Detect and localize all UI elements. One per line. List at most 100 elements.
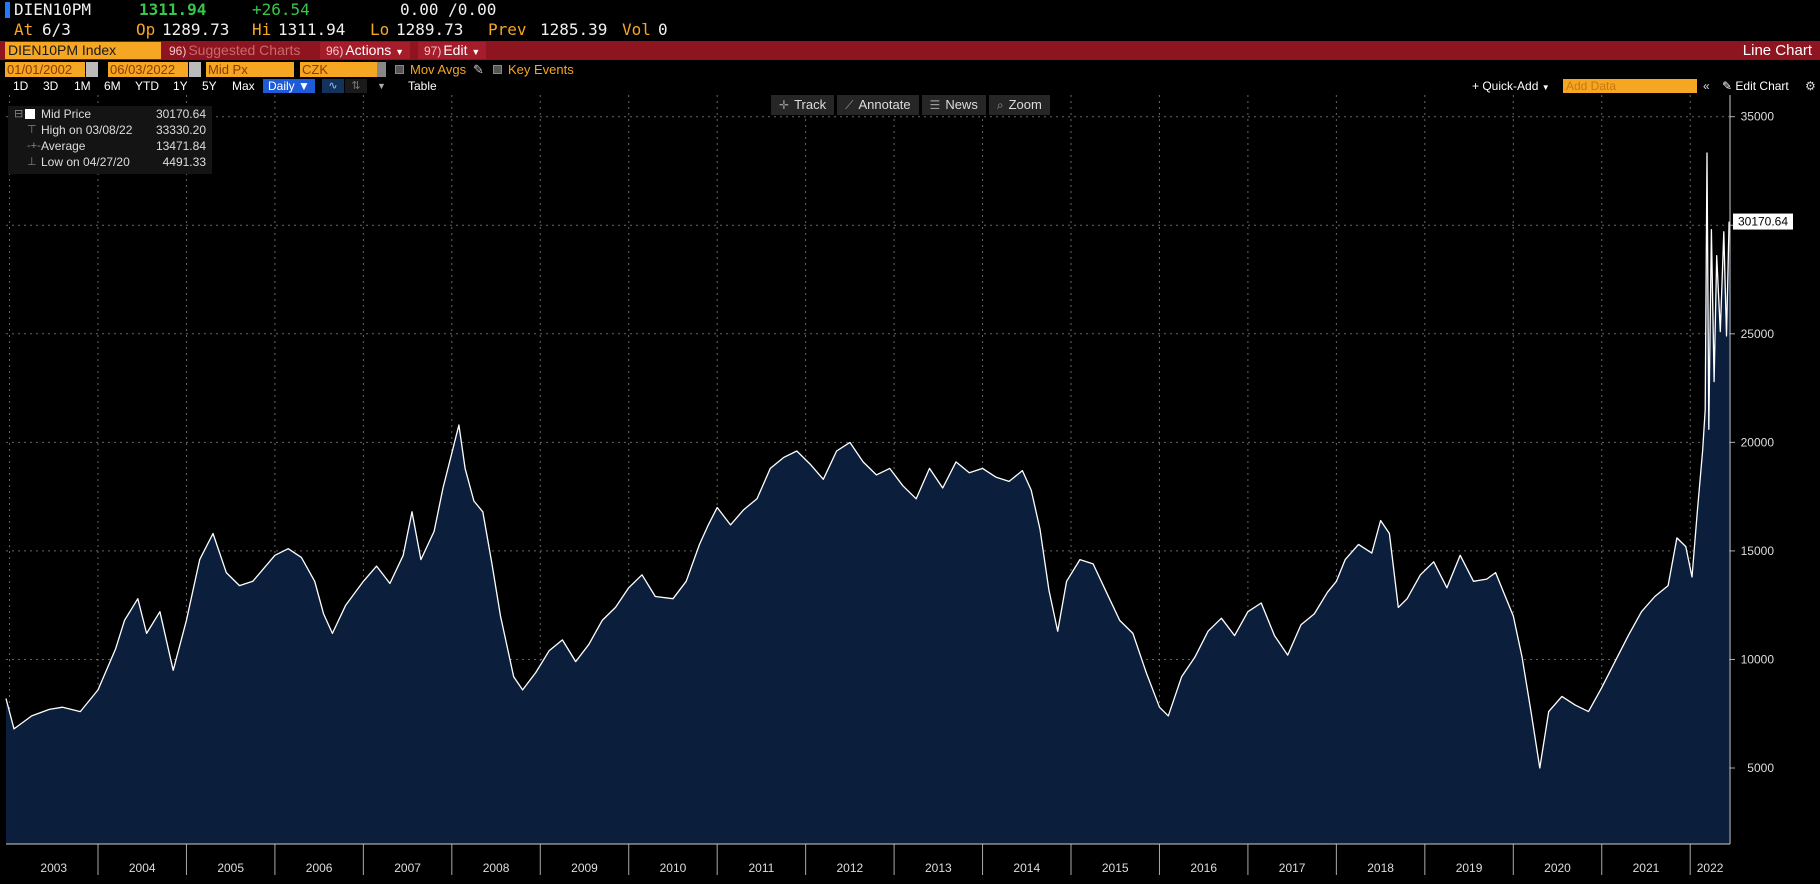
actions-number: 96) bbox=[326, 44, 344, 58]
quote-details: At 6/3 Op 1289.73 Hi 1311.94 Lo 1289.73 … bbox=[0, 20, 1820, 40]
range-ytd[interactable]: YTD bbox=[135, 79, 159, 93]
x-tick-label: 2010 bbox=[660, 861, 687, 875]
series-swatch bbox=[25, 109, 35, 119]
edit-label: Edit bbox=[443, 42, 468, 58]
y-tick-label: 25000 bbox=[1741, 327, 1775, 341]
pencil-icon[interactable]: ✎ bbox=[473, 62, 484, 77]
high-marker-icon: ⊤ bbox=[27, 124, 37, 136]
last-value-tag bbox=[1733, 213, 1793, 230]
range-3d[interactable]: 3D bbox=[43, 79, 59, 93]
legend-average-label: Average bbox=[41, 139, 86, 153]
quick-add-button[interactable]: + Quick-Add ▼ bbox=[1472, 78, 1550, 96]
actions-label: Actions bbox=[345, 42, 392, 58]
collapse-icon[interactable]: « bbox=[1703, 79, 1710, 93]
suggested-charts-number: 96) bbox=[169, 44, 187, 58]
x-tick-label: 2015 bbox=[1102, 861, 1129, 875]
more-dropdown-icon[interactable]: ▼ bbox=[377, 81, 386, 91]
price-area bbox=[5, 152, 1730, 844]
x-tick-label: 2016 bbox=[1190, 861, 1217, 875]
start-date-field[interactable]: 01/01/2002 bbox=[5, 62, 85, 77]
frequency-select[interactable]: Daily ▼ bbox=[263, 79, 315, 93]
open-value: 1289.73 bbox=[162, 20, 230, 39]
price-field-select[interactable]: Mid Px bbox=[206, 62, 294, 77]
legend-low-value: 4491.33 bbox=[162, 155, 206, 169]
edit-dropdown-icon: ▼ bbox=[471, 47, 481, 57]
y-tick-label: 10000 bbox=[1741, 652, 1775, 666]
range-5y[interactable]: 5Y bbox=[202, 79, 217, 93]
at-label: At bbox=[14, 20, 34, 39]
x-tick-label: 2020 bbox=[1544, 861, 1571, 875]
settings-gear-icon[interactable]: ⚙ bbox=[1805, 79, 1816, 93]
range-row: 1D 3D 1M 6M YTD 1Y 5Y Max Daily ▼ ∿ ⇅ ▼ … bbox=[0, 78, 1820, 94]
add-data-input[interactable]: Add Data bbox=[1563, 79, 1697, 93]
function-toolbar: DIEN10PM Index 96) Suggested Charts 96) Ac… bbox=[0, 41, 1820, 60]
mov-avgs-checkbox[interactable] bbox=[395, 65, 404, 74]
currency-dropdown-icon[interactable] bbox=[377, 62, 386, 77]
quick-add-dropdown-icon: ▼ bbox=[1541, 83, 1550, 92]
ticker-marker bbox=[5, 2, 10, 18]
legend-series-name: Mid Price bbox=[41, 107, 92, 121]
line-chart-icon[interactable]: ∿ bbox=[322, 79, 344, 93]
x-tick-label: 2003 bbox=[40, 861, 67, 875]
end-date-field[interactable]: 06/03/2022 bbox=[108, 62, 188, 77]
quote-header: DIEN10PM 1311.94 +26.54 0.00 /0.00 bbox=[0, 0, 1820, 20]
annotate-label: Annotate bbox=[858, 97, 911, 112]
quick-add-label: + Quick-Add bbox=[1472, 79, 1539, 93]
range-1m[interactable]: 1M bbox=[74, 79, 91, 93]
x-tick-label: 2006 bbox=[306, 861, 333, 875]
key-events-label[interactable]: Key Events bbox=[508, 62, 574, 77]
annotate-button[interactable]: ⟋ Annotate bbox=[837, 95, 919, 115]
key-events-checkbox[interactable] bbox=[493, 65, 502, 74]
end-calendar-icon[interactable] bbox=[189, 62, 201, 77]
prev-label: Prev bbox=[488, 20, 527, 39]
mov-avgs-label[interactable]: Mov Avgs bbox=[410, 62, 467, 77]
x-axis: 2003 2004 2005 2006 2007 2008 2009 2010 2011 2012… bbox=[6, 843, 1730, 875]
x-tick-label: 2014 bbox=[1013, 861, 1040, 875]
annotate-icon: ⟋ bbox=[845, 98, 854, 112]
chart-tools: ✛ Track ⟋ Annotate ☰ News ⌕ Zoom bbox=[771, 95, 1050, 115]
last-value-label: 30170.64 bbox=[1738, 215, 1788, 229]
edit-chart-label: Edit Chart bbox=[1735, 79, 1789, 93]
table-button[interactable]: Table bbox=[408, 79, 437, 93]
price-chart[interactable]: 2003 2004 2005 2006 2007 2008 2009 2010 2011 2012… bbox=[0, 95, 1820, 884]
security-field[interactable]: DIEN10PM Index bbox=[5, 42, 161, 59]
track-label: Track bbox=[794, 97, 827, 112]
track-button[interactable]: ✛ Track bbox=[771, 95, 835, 115]
x-tick-label: 2012 bbox=[837, 861, 864, 875]
chart-settings-row: 01/01/2002 06/03/2022 Mid Px CZK Mov Avg… bbox=[0, 61, 1820, 78]
legend-series-row[interactable]: ⊟ Mid Price 30170.64 bbox=[8, 106, 212, 122]
edit-button[interactable]: 97) Edit ▼ bbox=[418, 42, 487, 59]
range-1y[interactable]: 1Y bbox=[173, 79, 188, 93]
bid-ask: 0.00 /0.00 bbox=[400, 0, 497, 19]
range-1d[interactable]: 1D bbox=[13, 79, 29, 93]
magnifier-icon: ⌕ bbox=[996, 98, 1004, 112]
actions-button[interactable]: 96) Actions ▼ bbox=[320, 42, 411, 59]
x-tick-label: 2021 bbox=[1633, 861, 1660, 875]
x-tick-label: 2011 bbox=[749, 861, 775, 875]
x-tick-label: 2005 bbox=[217, 861, 244, 875]
edit-number: 97) bbox=[424, 44, 442, 58]
x-tick-label: 2022 bbox=[1697, 861, 1724, 875]
volume-label: Vol bbox=[622, 20, 651, 39]
suggested-charts-button[interactable]: 96) Suggested Charts bbox=[163, 42, 307, 59]
actions-dropdown-icon: ▼ bbox=[395, 47, 405, 57]
collapse-legend-icon[interactable]: ⊟ bbox=[14, 108, 24, 120]
average-marker-icon: -+- bbox=[27, 140, 41, 152]
ticker-symbol[interactable]: DIEN10PM bbox=[14, 0, 92, 19]
price-change: +26.54 bbox=[252, 0, 310, 19]
chart-type-label: Line Chart bbox=[1742, 42, 1812, 59]
news-icon: ☰ bbox=[929, 98, 941, 112]
y-tick-label: 35000 bbox=[1741, 110, 1775, 124]
edit-chart-button[interactable]: ✎ Edit Chart bbox=[1722, 78, 1789, 94]
high-label: Hi bbox=[252, 20, 272, 39]
chart-legend[interactable]: ⊟ Mid Price 30170.64 ⊤ High on 03/08/22 … bbox=[8, 106, 212, 174]
range-max[interactable]: Max bbox=[232, 79, 255, 93]
news-button[interactable]: ☰ News bbox=[921, 95, 986, 115]
currency-select[interactable]: CZK bbox=[300, 62, 377, 77]
zoom-label: Zoom bbox=[1008, 97, 1042, 112]
range-6m[interactable]: 6M bbox=[104, 79, 121, 93]
start-calendar-icon[interactable] bbox=[86, 62, 98, 77]
low-value: 1289.73 bbox=[396, 20, 464, 39]
sort-icon[interactable]: ⇅ bbox=[345, 79, 367, 93]
zoom-button[interactable]: ⌕ Zoom bbox=[988, 95, 1050, 115]
